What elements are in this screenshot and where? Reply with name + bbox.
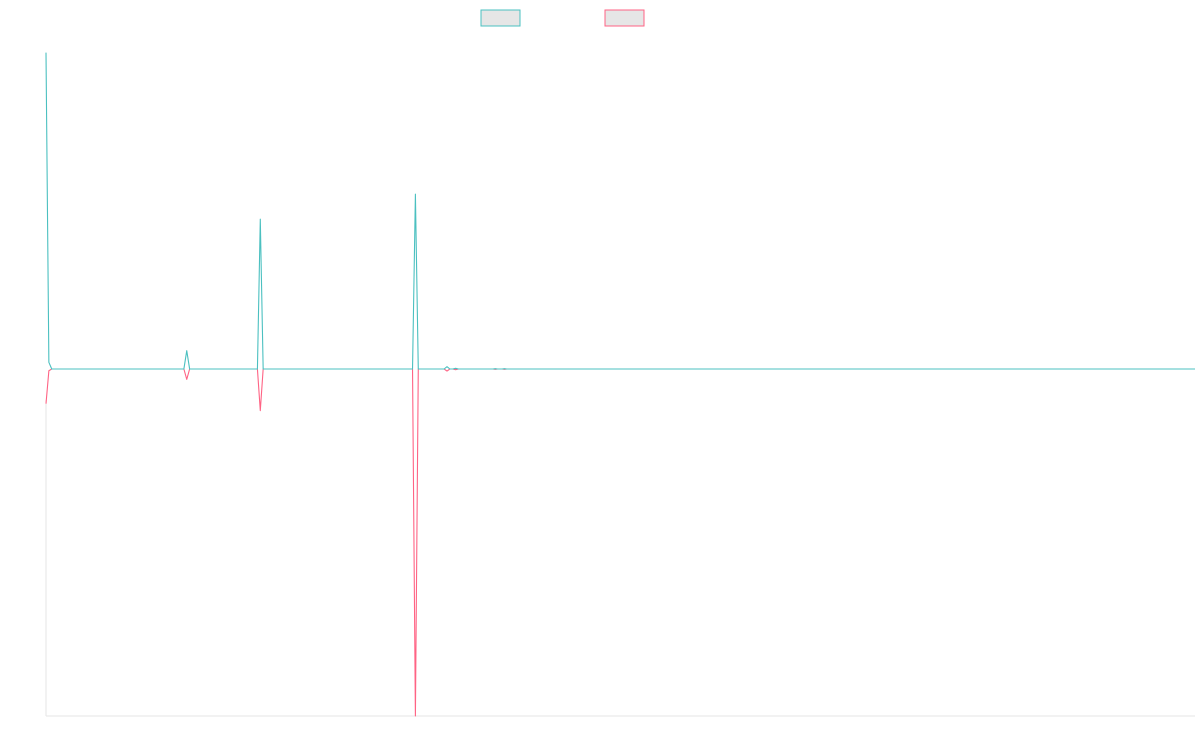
legend bbox=[480, 9, 645, 27]
series-line-2[interactable] bbox=[45, 368, 1195, 717]
series-group bbox=[45, 52, 1195, 717]
series-line-1[interactable] bbox=[45, 52, 1195, 370]
axes bbox=[45, 400, 1195, 717]
legend-swatch-1[interactable] bbox=[480, 9, 521, 27]
legend-swatch-2[interactable] bbox=[604, 9, 645, 27]
